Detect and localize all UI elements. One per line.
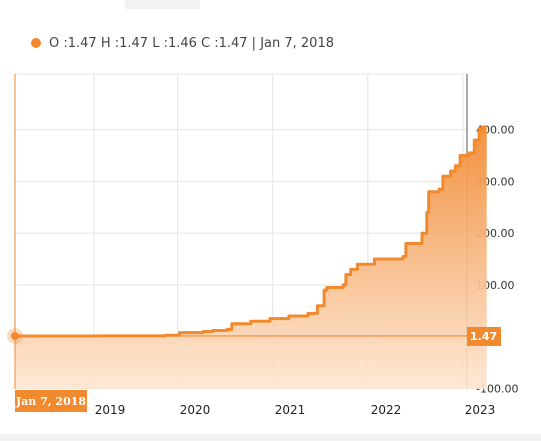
- series-marker-dot: [31, 38, 41, 48]
- x-tick-label: 2023: [465, 403, 496, 417]
- date-tag-label: Jan 7, 2018: [15, 395, 86, 408]
- price-tag-label: 1.47: [470, 330, 497, 343]
- x-tick-label: 2019: [95, 403, 126, 417]
- crosshair-point: [11, 331, 19, 340]
- price-tag: [467, 326, 501, 346]
- price-area: [15, 127, 487, 389]
- bottom-strip: [0, 434, 541, 441]
- x-tick-label: 2021: [275, 403, 306, 417]
- ohlc-legend: O :1.47 H :1.47 L :1.46 C :1.47 | Jan 7,…: [31, 33, 334, 53]
- date-tag: [15, 390, 87, 412]
- price-line: [15, 125, 487, 338]
- crosshair: 1.47 Jan 7, 2018: [7, 74, 501, 412]
- x-tick-label: 2020: [180, 403, 211, 417]
- ohlc-legend-text: O :1.47 H :1.47 L :1.46 C :1.47 | Jan 7,…: [49, 35, 334, 51]
- top-strip: [125, 0, 200, 9]
- x-tick-label: 2022: [371, 403, 402, 417]
